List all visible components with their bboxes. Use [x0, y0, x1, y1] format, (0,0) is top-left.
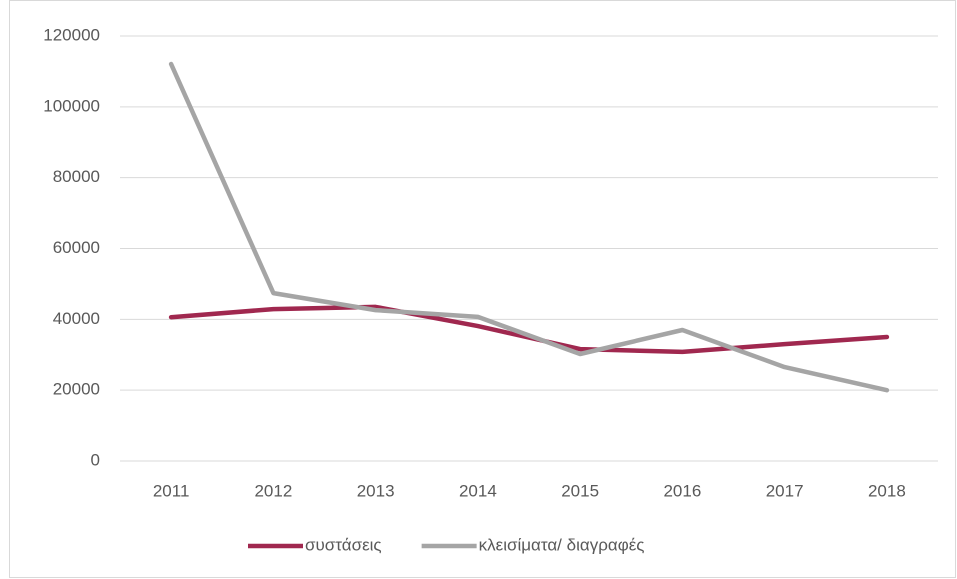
y-tick-label: 40000: [53, 309, 100, 328]
chart-frame: [9, 0, 956, 578]
data-line: [168, 61, 890, 393]
y-tick-label: 0: [91, 450, 100, 469]
x-tick-label: 2011: [153, 481, 190, 500]
x-tick-label: 2016: [663, 481, 701, 500]
y-tick-label: 60000: [53, 238, 100, 257]
x-tick-label: 2015: [561, 481, 599, 500]
legend-label: συστάσεις: [305, 535, 382, 554]
x-tick-label: 2013: [357, 481, 395, 500]
x-tick-label: 2014: [459, 481, 497, 500]
x-tick-label: 2017: [766, 481, 804, 500]
legend-label: κλεισίματα/ διαγραφές: [479, 535, 645, 554]
x-tick-label: 2018: [868, 481, 906, 500]
y-tick-label: 20000: [53, 380, 100, 399]
y-tick-label: 100000: [43, 96, 100, 115]
x-tick-label: 2012: [254, 481, 292, 500]
y-tick-label: 120000: [43, 25, 100, 44]
y-tick-label: 80000: [53, 167, 100, 186]
